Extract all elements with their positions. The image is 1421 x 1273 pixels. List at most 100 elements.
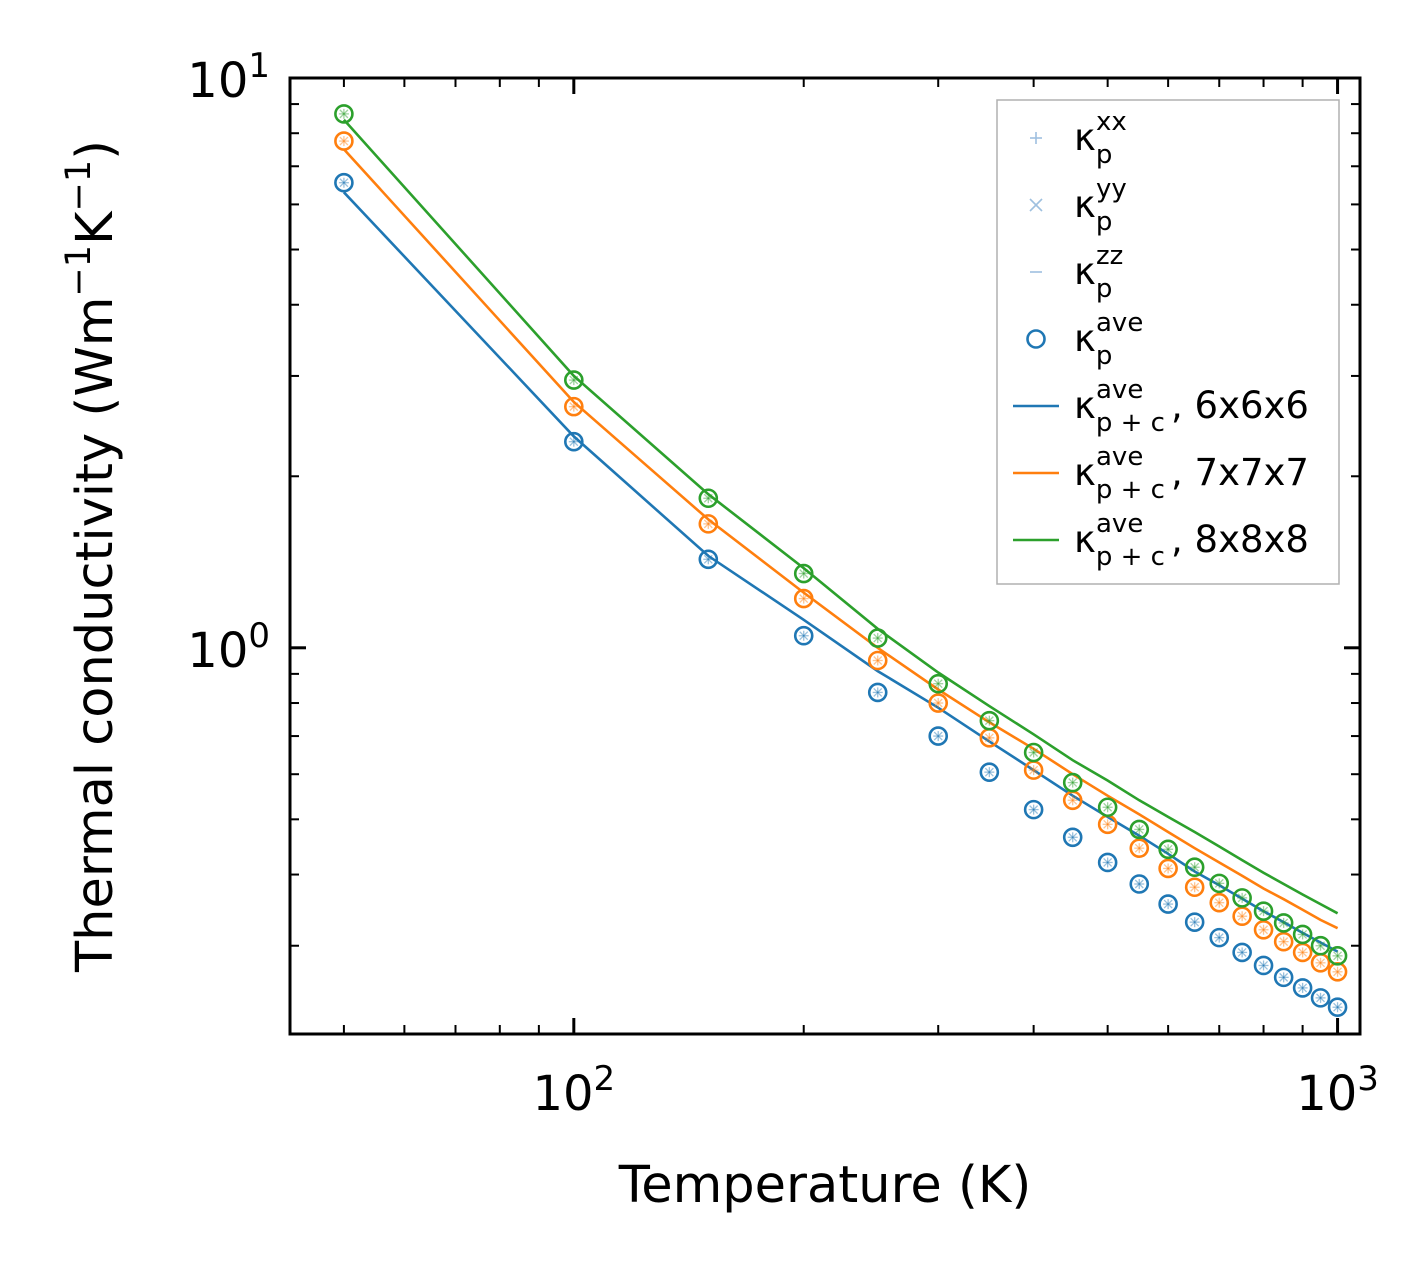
- data-point-8x8x8: [867, 628, 888, 648]
- kappa-yy-marker: [933, 679, 943, 689]
- kappa-yy-marker: [1190, 862, 1200, 872]
- data-point-7x7x7: [698, 514, 719, 534]
- data-point-7x7x7: [1209, 892, 1230, 913]
- kappa-yy-marker: [1163, 899, 1173, 909]
- kappa-yy-marker: [873, 633, 883, 643]
- kappa-yy-marker: [1316, 941, 1326, 951]
- data-point-7x7x7: [1023, 760, 1044, 780]
- kappa-yy-marker: [1259, 925, 1269, 935]
- kappa-yy-marker: [799, 594, 809, 604]
- kappa-yy-marker: [1163, 844, 1173, 854]
- kappa-ave-marker: [1273, 931, 1294, 952]
- kappa-yy-marker: [1163, 863, 1173, 873]
- kappa-yy-marker: [1068, 832, 1078, 842]
- kappa-ave-marker: [1253, 955, 1274, 976]
- kappa-ave-marker: [1184, 912, 1205, 932]
- data-point-7x7x7: [1184, 877, 1205, 898]
- legend-superscript: xx: [1096, 107, 1127, 137]
- x-tick-label: 102: [532, 1059, 615, 1122]
- kappa-yy-marker: [1298, 947, 1308, 957]
- kappa-yy-marker: [1163, 863, 1173, 873]
- data-point-8x8x8: [564, 370, 584, 390]
- kappa-ave-marker: [334, 131, 354, 151]
- kappa-yy-marker: [1316, 993, 1326, 1003]
- kappa-ave-marker: [1232, 888, 1252, 908]
- data-point-6x6x6: [867, 682, 888, 703]
- kappa-yy-marker: [1237, 947, 1247, 957]
- data-point-6x6x6: [928, 726, 949, 746]
- kappa-ave-marker: [867, 682, 888, 703]
- data-point-6x6x6: [1310, 988, 1331, 1008]
- data-point-7x7x7: [1273, 931, 1294, 952]
- series-lines: [342, 118, 1339, 953]
- kappa-yy-marker: [1237, 893, 1247, 903]
- kappa-yy-marker: [703, 493, 713, 503]
- kappa-yy-marker: [339, 109, 349, 119]
- kappa-ave-marker: [698, 549, 719, 570]
- kappa-yy-marker: [339, 136, 349, 146]
- kappa-yy-marker: [569, 375, 579, 385]
- data-point-6x6x6: [1232, 942, 1252, 963]
- kappa-yy-marker: [1103, 819, 1113, 829]
- data-point-7x7x7: [867, 650, 888, 671]
- kappa-yy-marker: [1190, 882, 1200, 892]
- legend-kappa: κ: [1074, 250, 1096, 293]
- kappa-yy-marker: [1279, 972, 1289, 982]
- kappa-yy-marker: [569, 437, 579, 447]
- legend-superscript: zz: [1096, 241, 1123, 271]
- data-point-8x8x8: [1184, 857, 1205, 878]
- kappa-yy-marker: [703, 493, 713, 503]
- data-point-8x8x8: [1292, 924, 1313, 945]
- kappa-yy-marker: [703, 554, 713, 564]
- legend-superscript: ave: [1096, 308, 1143, 338]
- kappa-yy-marker: [1068, 832, 1078, 842]
- kappa-ave-marker: [867, 628, 888, 648]
- data-point-7x7x7: [1158, 858, 1178, 879]
- legend-label: κp + cave , 7x7x7: [1074, 442, 1309, 505]
- data-point-7x7x7: [1253, 919, 1274, 940]
- y-tick-label-exp: 0: [248, 616, 270, 656]
- x-tick-labels: 102 103: [532, 1059, 1378, 1122]
- legend-subscript: p + c: [1096, 542, 1165, 572]
- kappa-yy-marker: [1068, 795, 1078, 805]
- kappa-ave-marker: [928, 693, 949, 713]
- kappa-yy-marker: [1316, 993, 1326, 1003]
- kappa-yy-marker: [1134, 843, 1144, 853]
- plot-frame: [288, 76, 1362, 1036]
- kappa-ave-marker: [1158, 839, 1178, 860]
- kappa-yy-marker: [1298, 929, 1308, 939]
- legend-entry-3: κpzz: [1030, 241, 1123, 304]
- y-axis-label-exp2: −1: [59, 160, 99, 212]
- legend-kappa: κ: [1074, 183, 1096, 226]
- legend-subscript: p: [1096, 140, 1113, 170]
- series-markers: [334, 104, 1348, 1018]
- data-point-6x6x6: [979, 762, 1000, 782]
- kappa-ave-marker: [698, 488, 719, 509]
- data-point-6x6x6: [698, 549, 719, 570]
- kappa-yy-marker: [1333, 951, 1343, 961]
- legend-label: κp + cave , 6x6x6: [1074, 375, 1309, 438]
- kappa-ave-marker: [1158, 858, 1178, 879]
- kappa-yy-marker: [1068, 795, 1078, 805]
- legend-subscript: p + c: [1096, 408, 1165, 438]
- legend-subscript: p: [1096, 207, 1113, 237]
- kappa-ave-marker: [564, 431, 584, 452]
- kappa-yy-marker: [1333, 951, 1343, 961]
- kappa-yy-marker: [1103, 802, 1113, 812]
- x-tick-label: 103: [1296, 1059, 1379, 1122]
- kappa-yy-marker: [1298, 929, 1308, 939]
- kappa-ave-marker: [698, 514, 719, 534]
- kappa-yy-marker: [1190, 862, 1200, 872]
- legend-kappa: κ: [1074, 451, 1096, 494]
- data-point-8x8x8: [1097, 797, 1118, 818]
- data-point-8x8x8: [979, 710, 1000, 731]
- kappa-yy-marker: [984, 733, 994, 743]
- y-axis-label-prefix: Thermal conductivity (Wm: [66, 297, 125, 973]
- kappa-yy-marker: [1333, 967, 1343, 977]
- kappa-yy-marker: [1029, 748, 1039, 757]
- legend-entry-2: κpyy: [1029, 174, 1127, 237]
- kappa-yy-marker: [1279, 918, 1289, 928]
- kappa-yy-marker: [1333, 967, 1343, 977]
- legend-entry-4: κpave: [1026, 308, 1143, 371]
